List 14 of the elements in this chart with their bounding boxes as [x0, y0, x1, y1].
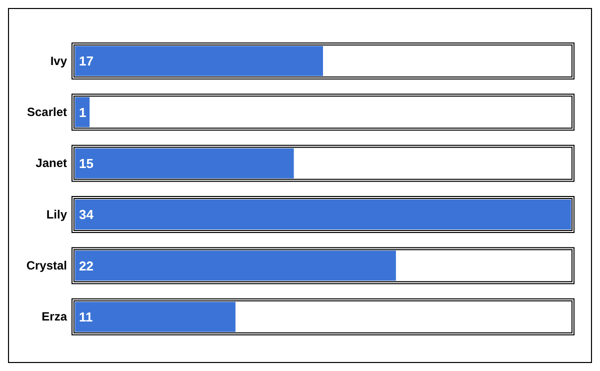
- data-label: 1: [79, 104, 86, 120]
- y-tick-label: Crystal: [26, 258, 67, 273]
- y-tick-label: Scarlet: [26, 105, 67, 120]
- data-label: 11: [79, 309, 93, 324]
- y-tick-label: Janet: [36, 156, 67, 170]
- data-label: 22: [79, 258, 94, 274]
- y-tick-label: Erza: [42, 310, 68, 324]
- bar: [75, 97, 90, 128]
- bar: [75, 302, 236, 332]
- data-label: 15: [79, 156, 94, 171]
- y-tick-label: Ivy: [50, 54, 68, 68]
- data-label: 34: [79, 207, 94, 222]
- y-tick-label: Lily: [46, 207, 68, 222]
- data-label: 17: [79, 54, 94, 69]
